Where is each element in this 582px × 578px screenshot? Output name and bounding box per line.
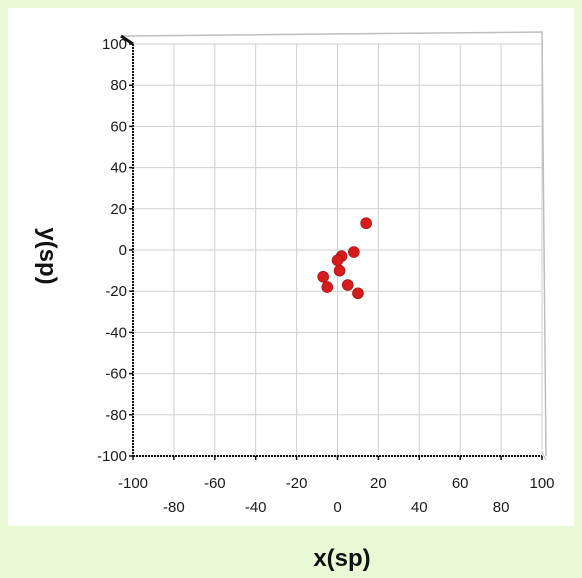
grid [132,43,543,457]
data-point [352,287,364,300]
y-axis-label: y(sp) [34,227,61,284]
y-tick-label: -20 [105,283,127,300]
x-tick-label: 100 [529,475,554,492]
y-tick-label: 20 [110,201,127,218]
box-edge-top-right [120,31,547,457]
x-tick-label: 0 [333,499,341,516]
y-tick-label: 60 [110,118,127,135]
data-point [333,264,346,277]
data-point [331,254,344,267]
box-edge-corner [120,34,134,46]
x-tick-label: 20 [370,475,387,492]
y-tick-label: -40 [105,324,127,341]
plot-panel [8,8,574,526]
data-points [317,217,372,300]
y-axis-ticks: 100 80 60 40 20 0 -20 -40 -60 -80 -100 [97,36,133,465]
x-tick-label: -20 [286,475,308,492]
x-tick-label: 80 [493,499,510,516]
y-tick-label: 100 [102,36,127,53]
box-edge-bottom-right [541,451,547,461]
data-point [317,270,329,283]
data-point [341,279,354,291]
x-axis-label: x(sp) [313,545,370,572]
x-tick-label: -80 [163,499,185,516]
data-point [360,217,372,230]
x-tick-label: -40 [245,499,267,516]
x-tick-label: 60 [452,475,469,492]
y-tick-label: -60 [105,366,127,383]
y-tick-label: 0 [119,242,127,259]
data-point [321,281,334,293]
y-tick-label: -100 [97,448,127,465]
data-point [348,246,360,258]
x-tick-label: -60 [204,475,226,492]
y-tick-label: 40 [110,160,127,177]
y-tick-label: -80 [105,407,127,424]
y-tick-label: 80 [110,77,127,94]
x-axis-ticks: -100 -80 -60 -40 -20 0 20 40 60 80 100 [118,456,555,516]
x-tick-label: -100 [118,475,148,492]
x-tick-label: 40 [411,499,428,516]
